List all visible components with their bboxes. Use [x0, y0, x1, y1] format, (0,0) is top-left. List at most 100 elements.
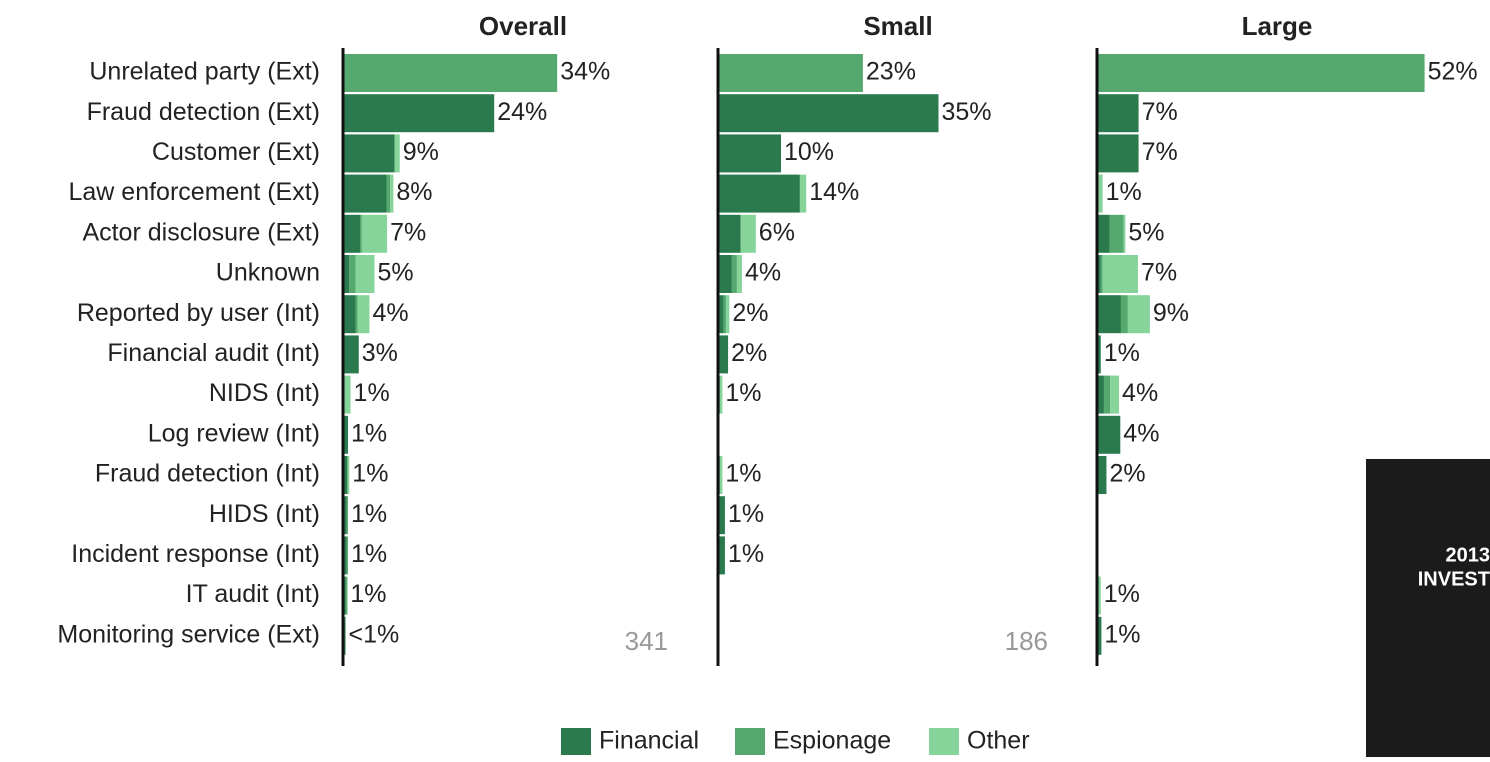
category-label: NIDS (Int) [209, 379, 320, 407]
legend-label: Other [967, 727, 1030, 755]
value-label: 2% [732, 299, 768, 327]
legend-label: Financial [599, 727, 699, 755]
sample-size: 186 [1005, 626, 1048, 656]
bar-segment [726, 295, 729, 333]
thumbnail: 2013 INVEST [1366, 459, 1490, 757]
value-label: 9% [1153, 299, 1189, 327]
bar-segment [386, 175, 390, 213]
sample-size: 341 [625, 626, 668, 656]
bar-segment [737, 255, 742, 293]
bar-segment [1097, 134, 1139, 172]
legend-swatch [929, 728, 959, 755]
category-label: IT audit (Int) [186, 580, 320, 608]
legend-swatch [735, 728, 765, 755]
value-label: 4% [372, 299, 408, 327]
bar-segment [346, 577, 348, 615]
bar-segment [362, 215, 387, 253]
value-label: 14% [809, 178, 859, 206]
bar-segment [1097, 295, 1121, 333]
value-label: 24% [497, 98, 547, 126]
bar-segment [1110, 215, 1124, 253]
value-label: 6% [759, 218, 795, 246]
bar-segment [720, 376, 723, 414]
bar-segment [732, 255, 737, 293]
bar-segment [1103, 255, 1138, 293]
value-label: 10% [784, 138, 834, 166]
bar-segment [718, 54, 863, 92]
value-label: 8% [396, 178, 432, 206]
value-label: 1% [728, 500, 764, 528]
bar-segment [343, 94, 494, 132]
bar-segment [1104, 376, 1110, 414]
legend-swatch [561, 728, 591, 755]
bar-segment [357, 295, 369, 333]
bar-segment [1101, 255, 1103, 293]
bar-segment [347, 496, 348, 534]
category-label: Unknown [216, 259, 320, 287]
category-label: HIDS (Int) [209, 500, 320, 528]
bar-segment [343, 295, 356, 333]
bar-segment [718, 175, 800, 213]
bar-segment [344, 376, 350, 414]
thumbnail-text: 2013 [1446, 544, 1490, 566]
bar-segment [718, 335, 728, 373]
panel-title: Large [1242, 11, 1313, 41]
value-label: 1% [352, 460, 388, 488]
category-label: Monitoring service (Ext) [57, 620, 320, 648]
bar-segment [343, 175, 386, 213]
category-label: Log review (Int) [148, 419, 320, 447]
value-label: 4% [745, 259, 781, 287]
category-label: Customer (Ext) [152, 138, 320, 166]
value-label: <1% [349, 620, 400, 648]
value-label: 7% [390, 218, 426, 246]
bar-segment [718, 255, 732, 293]
bar-segment [718, 215, 741, 253]
value-label: 9% [403, 138, 439, 166]
bar-segment [1128, 295, 1150, 333]
value-label: 1% [1106, 178, 1142, 206]
category-label: Incident response (Int) [71, 540, 320, 568]
value-label: 7% [1142, 98, 1178, 126]
bar-segment [1123, 215, 1125, 253]
value-label: 5% [1128, 218, 1164, 246]
bar-segment [347, 536, 348, 574]
bar-segment [1121, 295, 1128, 333]
bar-segment [347, 456, 349, 494]
bar-segment [395, 134, 400, 172]
bar-segment [1098, 175, 1102, 213]
panel-title: Small [863, 11, 932, 41]
bar-segment [356, 295, 358, 333]
bar-segment [356, 255, 375, 293]
value-label: 1% [1104, 580, 1140, 608]
value-label: 1% [354, 379, 390, 407]
category-label: Financial audit (Int) [107, 339, 320, 367]
bar-segment [1110, 376, 1119, 414]
bar-segment [800, 175, 806, 213]
thumbnail-cover [1366, 459, 1490, 757]
category-label: Law enforcement (Ext) [69, 178, 321, 206]
thumbnail-text: INVEST [1418, 568, 1490, 590]
bar-segment [741, 215, 756, 253]
value-label: 2% [731, 339, 767, 367]
value-label: 1% [725, 460, 761, 488]
category-label: Actor disclosure (Ext) [82, 218, 320, 246]
bar-segment [343, 215, 360, 253]
bar-segment [1097, 416, 1120, 454]
category-label: Fraud detection (Ext) [87, 98, 320, 126]
bar-segment [390, 175, 393, 213]
value-label: 1% [350, 580, 386, 608]
panel-title: Overall [479, 11, 567, 41]
value-label: 52% [1428, 58, 1478, 86]
bar-segment [343, 335, 359, 373]
value-label: 1% [728, 540, 764, 568]
value-label: 2% [1109, 460, 1145, 488]
value-label: 1% [351, 419, 387, 447]
bar-segment [720, 456, 723, 494]
value-label: 23% [866, 58, 916, 86]
bar-segment [718, 94, 939, 132]
chart: 2013 INVEST Unrelated party (Ext)Fraud d… [0, 0, 1490, 757]
bar-segment [724, 295, 727, 333]
value-label: 35% [942, 98, 992, 126]
value-label: 4% [1122, 379, 1158, 407]
category-label: Fraud detection (Int) [95, 460, 320, 488]
